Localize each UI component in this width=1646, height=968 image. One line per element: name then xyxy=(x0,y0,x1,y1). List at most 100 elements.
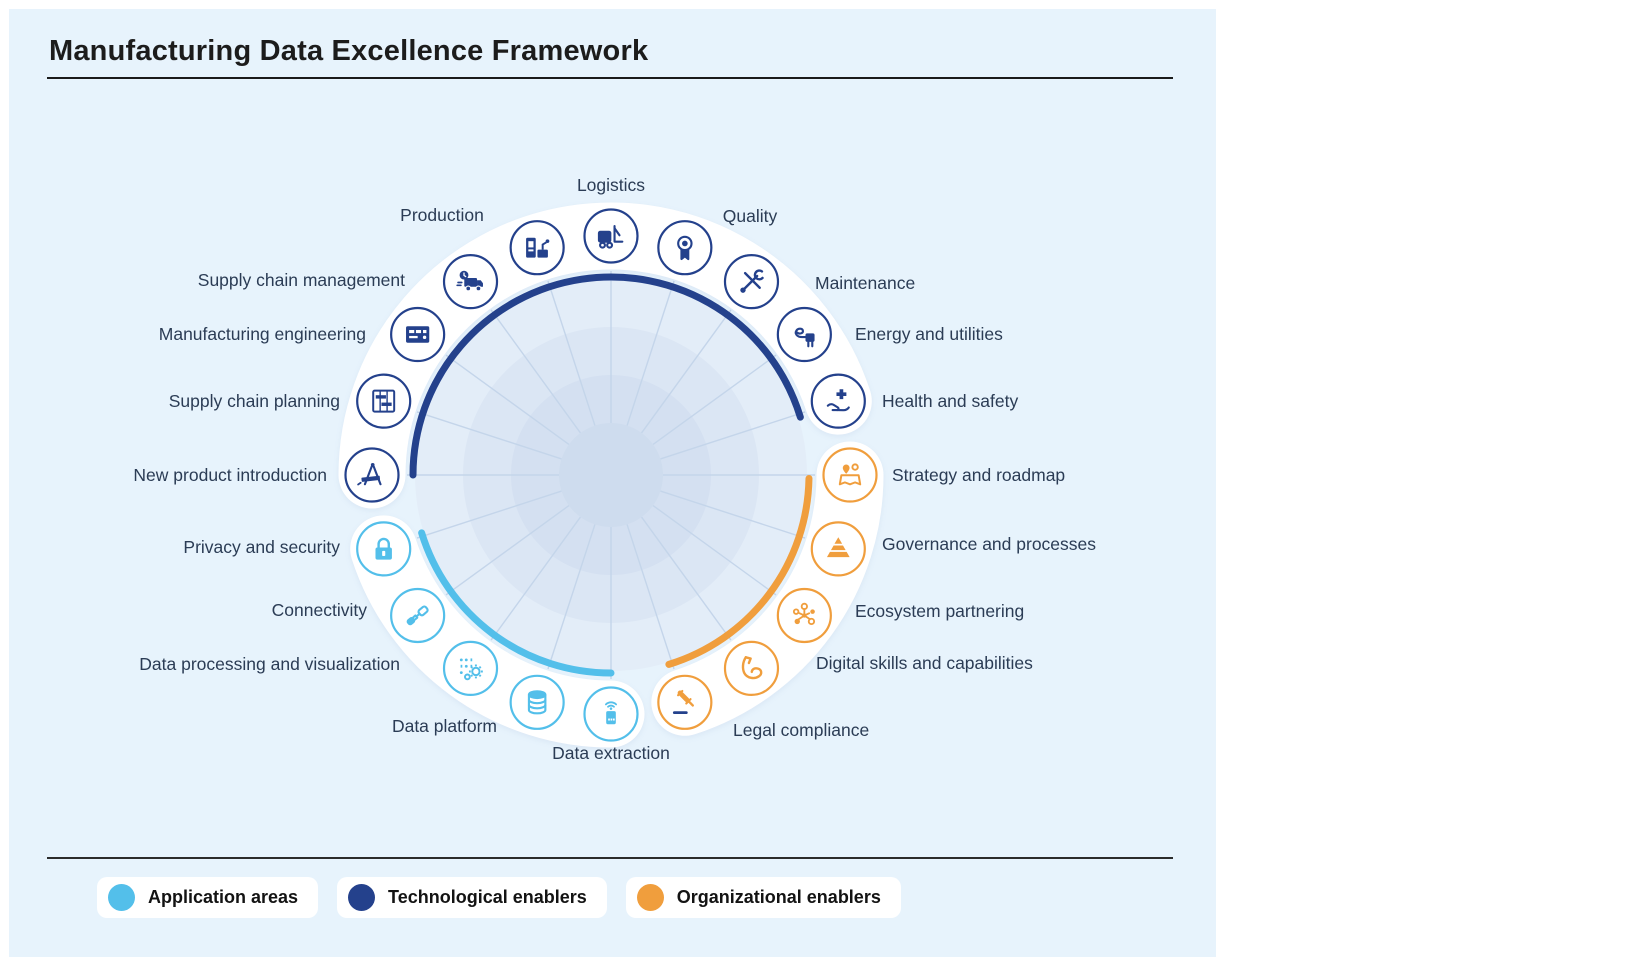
icon-circle xyxy=(356,373,412,429)
icon-circle xyxy=(344,447,400,503)
wheel-spoke xyxy=(652,354,777,446)
icon-circle xyxy=(723,640,780,696)
planning-board-icon xyxy=(372,389,396,413)
wheel-item-label: Digital skills and capabilities xyxy=(816,653,1033,673)
wheel-item-label: Governance and processes xyxy=(882,534,1096,554)
wheel-item-health-and-safety: Health and safety xyxy=(810,373,1018,429)
wheel-spoke xyxy=(547,280,596,426)
wheel-spoke xyxy=(626,280,675,426)
wheel-item-label: Health and safety xyxy=(882,391,1018,411)
wheel-item-energy-and-utilities: Energy and utilities xyxy=(776,306,1003,363)
sensor-icon xyxy=(604,701,618,725)
wheel-item-label: Connectivity xyxy=(272,600,368,620)
icon-circle xyxy=(776,306,832,363)
application-areas-dot-icon xyxy=(108,884,135,911)
technological-enablers-dot-icon xyxy=(348,884,376,911)
page-title: Manufacturing Data Excellence Framework xyxy=(49,35,649,67)
padlock-icon xyxy=(375,537,392,560)
wheel-item-data-platform: Data platform xyxy=(392,674,565,736)
wheel-spoke xyxy=(547,524,596,670)
power-plug-icon xyxy=(794,327,815,348)
wheel-spoke xyxy=(652,504,777,596)
icon-circle xyxy=(509,220,565,276)
wheel-spoke xyxy=(660,411,806,460)
wheel-ring xyxy=(559,423,663,527)
wheel-item-label: Supply chain management xyxy=(198,270,405,290)
wheel-spoke xyxy=(490,516,582,641)
wheel-spoke xyxy=(416,490,562,539)
database-icon xyxy=(527,690,547,715)
wheel-item-strategy-and-roadmap: Strategy and roadmap xyxy=(822,447,1065,503)
group-band-technological xyxy=(338,202,872,509)
wheel-item-logistics: Logistics xyxy=(577,175,645,264)
connectors-icon xyxy=(406,605,429,626)
wheel-item-label: Production xyxy=(400,205,484,225)
wheel-spoke xyxy=(640,516,732,641)
control-panel-icon xyxy=(406,326,430,343)
icon-circle xyxy=(442,640,499,696)
wheel-spoke xyxy=(445,504,570,596)
wheel-spoke xyxy=(660,490,806,539)
wheel-item-production: Production xyxy=(400,205,565,276)
wheel-item-new-product-introduction: New product introduction xyxy=(133,447,400,503)
flexed-arm-icon xyxy=(741,656,763,680)
pyramid-icon xyxy=(826,537,850,558)
group-arc-organizational xyxy=(665,474,813,668)
legend-item-organizational-enablers: Organizational enablers xyxy=(625,877,901,918)
legend-label: Organizational enablers xyxy=(676,887,881,907)
gavel-icon xyxy=(672,689,694,715)
wheel-item-label: Data platform xyxy=(392,716,497,736)
wheel-spoke xyxy=(490,309,582,434)
wheel-item-maintenance: Maintenance xyxy=(723,254,915,310)
wheel-item-label: Supply chain planning xyxy=(169,391,340,411)
award-ribbon-icon xyxy=(677,235,693,261)
wheel-item-label: Energy and utilities xyxy=(855,324,1003,344)
icon-circle xyxy=(657,220,713,276)
tools-icon xyxy=(740,269,764,293)
wheel-item-ecosystem-partnering: Ecosystem partnering xyxy=(776,587,1024,644)
medical-cross-hand-icon xyxy=(826,389,850,412)
legend-divider xyxy=(47,857,1173,859)
wheel-spoke xyxy=(640,309,732,434)
group-arc-technological xyxy=(409,273,804,479)
wheel-item-label: Logistics xyxy=(577,175,645,195)
drafting-compass-icon xyxy=(357,462,382,486)
wheel-item-connectivity: Connectivity xyxy=(272,587,446,644)
wheel-item-legal-compliance: Legal compliance xyxy=(657,674,869,740)
wheel-item-label: New product introduction xyxy=(133,465,327,485)
wheel-item-digital-skills-and-capabilities: Digital skills and capabilities xyxy=(723,640,1033,696)
wheel-item-data-extraction: Data extraction xyxy=(552,686,670,763)
wheel-spoke xyxy=(626,524,675,670)
wheel-spoke xyxy=(416,411,562,460)
wheel-item-governance-and-processes: Governance and processes xyxy=(810,521,1096,577)
binary-gears-icon xyxy=(459,658,483,681)
truck-icon xyxy=(456,270,483,292)
forklift-icon xyxy=(597,225,624,249)
legend-label: Technological enablers xyxy=(388,887,587,907)
wheel-item-label: Data processing and visualization xyxy=(139,654,400,674)
network-icon xyxy=(792,602,816,626)
icon-circle xyxy=(810,373,866,429)
wheel-item-label: Legal compliance xyxy=(733,720,869,740)
wheel-item-supply-chain-management: Supply chain management xyxy=(198,254,499,310)
title-divider xyxy=(47,77,1173,79)
wheel-item-label: Maintenance xyxy=(815,273,915,293)
wheel-item-label: Ecosystem partnering xyxy=(855,601,1024,621)
wheel-item-privacy-and-security: Privacy and security xyxy=(183,521,412,577)
wheel-spoke xyxy=(445,354,570,446)
icon-circle xyxy=(657,674,713,730)
organizational-enablers-dot-icon xyxy=(636,884,664,911)
wheel-item-label: Strategy and roadmap xyxy=(892,465,1065,485)
wheel-item-label: Privacy and security xyxy=(183,537,340,557)
wheel-item-data-processing-and-visualization: Data processing and visualization xyxy=(139,640,499,696)
map-pins-icon xyxy=(838,463,862,486)
wheel-item-manufacturing-engineering: Manufacturing engineering xyxy=(159,306,446,363)
legend: Application areas Technological enablers… xyxy=(97,877,901,918)
group-arc-application xyxy=(418,529,615,677)
wheel-item-label: Quality xyxy=(723,206,778,226)
wheel-item-quality: Quality xyxy=(657,206,778,276)
legend-item-technological-enablers: Technological enablers xyxy=(337,877,607,918)
legend-item-application-areas: Application areas xyxy=(97,877,319,918)
